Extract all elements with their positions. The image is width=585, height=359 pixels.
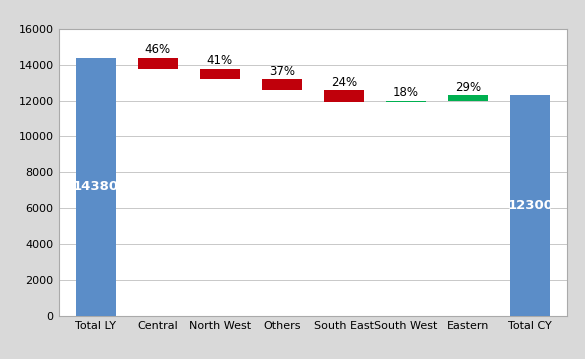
Text: 46%: 46% <box>144 43 171 56</box>
Bar <box>261 79 302 90</box>
Text: 41%: 41% <box>207 54 233 67</box>
Text: 14380: 14380 <box>73 180 119 194</box>
Text: 24%: 24% <box>331 76 357 89</box>
Bar <box>324 90 364 102</box>
Bar <box>510 95 550 316</box>
Text: 37%: 37% <box>269 65 295 78</box>
Bar <box>137 58 178 69</box>
Text: 12300: 12300 <box>507 199 553 212</box>
Bar <box>75 58 116 316</box>
Bar <box>448 95 488 101</box>
Bar <box>386 101 426 102</box>
Bar <box>199 69 240 79</box>
Text: 18%: 18% <box>393 86 419 99</box>
Text: 29%: 29% <box>455 81 481 94</box>
